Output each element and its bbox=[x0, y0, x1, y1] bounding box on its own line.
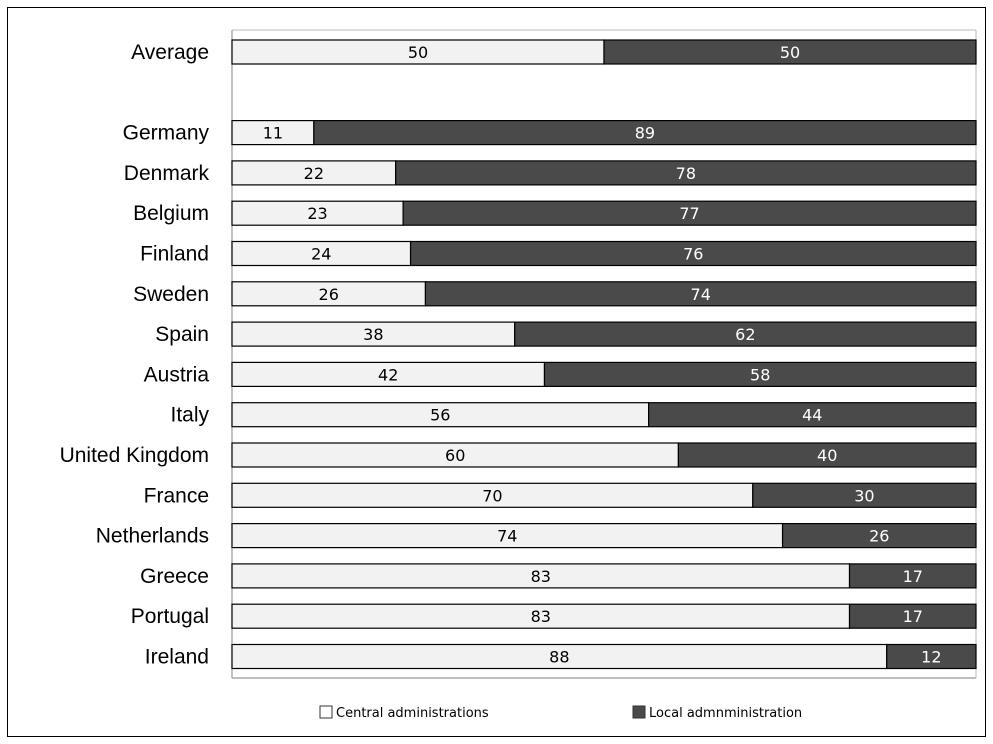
value-label-sweden-local-admnministration: 74 bbox=[691, 285, 711, 304]
bar-average-central-administrations bbox=[231, 39, 605, 65]
category-label-greece: Greece bbox=[140, 565, 209, 588]
value-label-belgium-central-administrations: 23 bbox=[307, 204, 327, 223]
bar-united-kingdom-central-administrations bbox=[231, 442, 679, 468]
value-label-average-central-administrations: 50 bbox=[408, 43, 428, 62]
value-label-spain-local-admnministration: 62 bbox=[735, 325, 755, 344]
category-label-spain: Spain bbox=[155, 323, 209, 346]
value-label-portugal-local-admnministration: 17 bbox=[903, 607, 923, 626]
legend-label-local-admnministration: Local admnministration bbox=[649, 706, 802, 721]
bar-ireland-local-admnministration bbox=[886, 643, 977, 670]
category-label-finland: Finland bbox=[140, 243, 209, 266]
bar-italy-local-admnministration bbox=[648, 402, 977, 428]
value-label-germany-local-admnministration: 89 bbox=[635, 124, 655, 143]
bar-netherlands-local-admnministration bbox=[781, 522, 977, 549]
value-label-united-kingdom-central-administrations: 60 bbox=[445, 446, 465, 465]
legend-label-central-administrations: Central administrations bbox=[336, 706, 489, 721]
legend: Central administrations Local admnministr… bbox=[319, 705, 802, 721]
category-label-portugal: Portugal bbox=[131, 605, 209, 628]
category-label-average: Average bbox=[131, 41, 209, 64]
value-label-france-local-admnministration: 30 bbox=[854, 486, 874, 505]
value-label-ireland-local-admnministration: 12 bbox=[921, 648, 941, 667]
value-label-finland-local-admnministration: 76 bbox=[683, 245, 703, 264]
value-label-netherlands-local-admnministration: 26 bbox=[869, 527, 889, 546]
bar-finland-local-admnministration bbox=[409, 240, 977, 267]
value-label-finland-central-administrations: 24 bbox=[311, 245, 331, 264]
bar-united-kingdom-local-admnministration bbox=[677, 442, 977, 468]
category-label-sweden: Sweden bbox=[133, 283, 209, 306]
bar-france-central-administrations bbox=[231, 482, 754, 508]
bar-finland-central-administrations bbox=[231, 240, 412, 267]
value-label-germany-central-administrations: 11 bbox=[263, 124, 283, 143]
bar-germany-local-admnministration bbox=[313, 119, 977, 146]
bar-spain-local-admnministration bbox=[514, 321, 977, 347]
legend-swatch-central-administrations bbox=[319, 705, 333, 719]
bar-greece-central-administrations bbox=[231, 563, 851, 589]
bar-denmark-local-admnministration bbox=[395, 160, 977, 186]
bar-denmark-central-administrations bbox=[231, 160, 397, 186]
plot-area: Average 50 50 Germany 11 89 Denmark 22 78 Belgium… bbox=[60, 29, 977, 679]
bar-italy-central-administrations bbox=[231, 402, 650, 428]
category-label-belgium: Belgium bbox=[133, 202, 209, 225]
value-label-netherlands-central-administrations: 74 bbox=[497, 527, 517, 546]
bar-average-local-admnministration bbox=[603, 39, 977, 65]
value-label-austria-central-administrations: 42 bbox=[378, 365, 398, 384]
category-label-austria: Austria bbox=[144, 363, 210, 386]
value-label-average-local-admnministration: 50 bbox=[780, 43, 800, 62]
value-label-spain-central-administrations: 38 bbox=[363, 325, 383, 344]
value-label-ireland-central-administrations: 88 bbox=[549, 648, 569, 667]
value-label-belgium-local-admnministration: 77 bbox=[679, 204, 699, 223]
bar-netherlands-central-administrations bbox=[231, 522, 784, 549]
category-label-germany: Germany bbox=[123, 122, 210, 145]
bar-greece-local-admnministration bbox=[848, 563, 977, 589]
legend-swatch-local-admnministration bbox=[632, 705, 646, 719]
value-label-denmark-central-administrations: 22 bbox=[304, 164, 324, 183]
value-label-france-central-administrations: 70 bbox=[482, 486, 502, 505]
bar-germany-central-administrations bbox=[231, 119, 315, 146]
category-label-ireland: Ireland bbox=[145, 646, 209, 669]
bar-france-local-admnministration bbox=[752, 482, 977, 508]
value-label-italy-local-admnministration: 44 bbox=[802, 406, 822, 425]
category-label-netherlands: Netherlands bbox=[96, 525, 209, 548]
bar-sweden-local-admnministration bbox=[424, 281, 977, 307]
bar-sweden-central-administrations bbox=[231, 281, 427, 307]
category-label-denmark: Denmark bbox=[124, 162, 210, 185]
category-label-france: France bbox=[144, 484, 209, 507]
value-label-united-kingdom-local-admnministration: 40 bbox=[817, 446, 837, 465]
value-label-austria-local-admnministration: 58 bbox=[750, 365, 770, 384]
value-label-greece-local-admnministration: 17 bbox=[903, 567, 923, 586]
value-label-greece-central-administrations: 83 bbox=[531, 567, 551, 586]
bar-belgium-local-admnministration bbox=[402, 200, 977, 226]
value-label-denmark-local-admnministration: 78 bbox=[676, 164, 696, 183]
bar-portugal-local-admnministration bbox=[848, 603, 977, 629]
value-label-italy-central-administrations: 56 bbox=[430, 406, 450, 425]
bar-austria-local-admnministration bbox=[543, 361, 977, 387]
value-label-portugal-central-administrations: 83 bbox=[531, 607, 551, 626]
category-label-united-kingdom: United Kingdom bbox=[60, 444, 209, 467]
bar-portugal-central-administrations bbox=[231, 603, 851, 629]
bar-spain-central-administrations bbox=[231, 321, 516, 347]
bar-ireland-central-administrations bbox=[231, 643, 888, 670]
category-label-italy: Italy bbox=[170, 404, 209, 427]
value-label-sweden-central-administrations: 26 bbox=[319, 285, 339, 304]
